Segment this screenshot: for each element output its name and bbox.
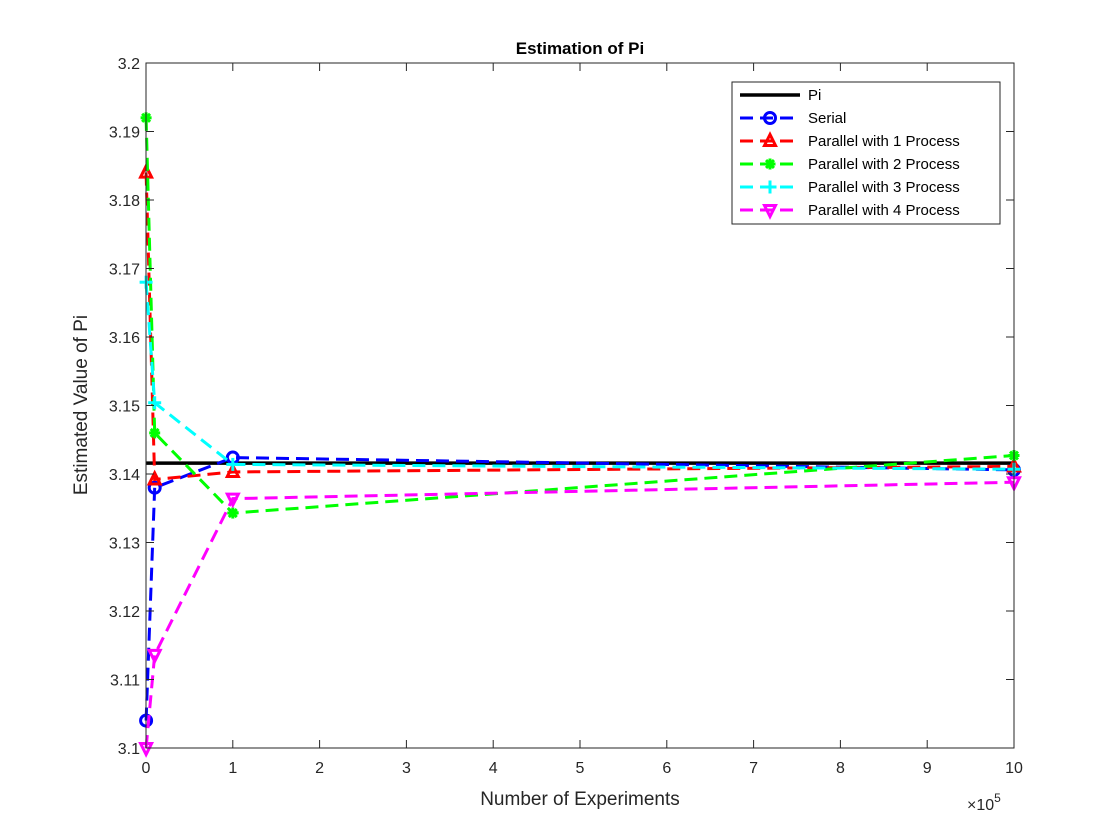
legend-item-pi: Pi bbox=[740, 87, 821, 104]
legend-item-parallel-with-3-process: Parallel with 3 Process bbox=[740, 179, 960, 196]
x-exponent-label: ×105 bbox=[967, 791, 1001, 814]
data-point-parallel-with-2-process bbox=[149, 427, 161, 439]
x-tick-label: 4 bbox=[489, 760, 498, 777]
y-tick-label: 3.2 bbox=[118, 56, 140, 73]
y-tick-label: 3.19 bbox=[109, 125, 140, 142]
series-line-parallel-with-3-process bbox=[144, 282, 1015, 471]
y-tick-label: 3.12 bbox=[109, 604, 140, 621]
x-tick-label: 10 bbox=[1005, 760, 1023, 777]
data-point-parallel-with-3-process bbox=[148, 396, 162, 410]
legend-marker bbox=[763, 180, 777, 194]
x-axis-label: Number of Experiments bbox=[480, 789, 680, 810]
series-line-parallel-with-1-process bbox=[144, 172, 1015, 482]
y-tick-label: 3.17 bbox=[109, 262, 140, 279]
legend-item-parallel-with-1-process: Parallel with 1 Process bbox=[740, 131, 960, 150]
x-tick-label: 1 bbox=[228, 760, 237, 777]
y-tick-label: 3.13 bbox=[109, 536, 140, 553]
y-tick-label: 3.11 bbox=[110, 673, 140, 690]
y-tick-label: 3.15 bbox=[109, 399, 140, 416]
legend-marker bbox=[763, 111, 777, 125]
data-point-parallel-with-4-process bbox=[146, 648, 163, 665]
x-tick-label: 8 bbox=[836, 760, 845, 777]
legend-label: Parallel with 3 Process bbox=[808, 179, 960, 196]
legend-label: Parallel with 4 Process bbox=[808, 202, 960, 219]
y-tick-label: 3.14 bbox=[109, 467, 140, 484]
x-tick-label: 9 bbox=[923, 760, 932, 777]
legend-item-parallel-with-2-process: Parallel with 2 Process bbox=[740, 156, 960, 173]
legend-marker bbox=[762, 131, 778, 147]
y-tick-label: 3.16 bbox=[109, 330, 140, 347]
data-point-parallel-with-4-process bbox=[224, 492, 241, 509]
x-tick-label: 2 bbox=[315, 760, 324, 777]
legend-item-parallel-with-4-process: Parallel with 4 Process bbox=[740, 202, 960, 220]
series-line-parallel-with-2-process bbox=[144, 117, 1015, 515]
x-tick-label: 5 bbox=[576, 760, 585, 777]
legend-box bbox=[731, 81, 1001, 225]
chart-title: Estimation of Pi bbox=[516, 39, 644, 58]
data-point-parallel-with-1-process bbox=[224, 462, 241, 478]
legend-label: Parallel with 1 Process bbox=[808, 133, 960, 150]
data-point-parallel-with-3-process bbox=[226, 457, 240, 471]
data-point-serial bbox=[147, 480, 162, 495]
tick-layer: 0 1 2 3 4 5 6 7 8 9 10 3.1 3.11 3.12 3.13 3.14 3.15 3.16 3… bbox=[109, 56, 1023, 777]
x-tick-label: 6 bbox=[662, 760, 671, 777]
legend-label: Parallel with 2 Process bbox=[808, 156, 960, 173]
series-line-serial bbox=[144, 456, 1015, 721]
legend-item-serial: Serial bbox=[740, 110, 846, 127]
legend: Pi Serial Parallel with 1 Process Parallel … bbox=[731, 81, 1001, 225]
legend-label: Pi bbox=[808, 87, 821, 104]
y-tick-label: 3.18 bbox=[109, 193, 140, 210]
y-axis-label: Estimated Value of Pi bbox=[71, 315, 92, 495]
legend-label: Serial bbox=[808, 110, 846, 127]
y-tick-label: 3.1 bbox=[118, 741, 140, 758]
x-exponent-base: ×10 bbox=[967, 797, 994, 814]
data-point-parallel-with-1-process bbox=[146, 469, 163, 486]
x-exponent-power: 5 bbox=[994, 791, 1001, 805]
x-tick-label: 7 bbox=[749, 760, 758, 777]
series-line-parallel-with-4-process bbox=[144, 480, 1015, 749]
legend-marker bbox=[762, 204, 778, 220]
data-point-parallel-with-2-process bbox=[227, 507, 239, 519]
legend-marker bbox=[764, 158, 776, 170]
x-tick-label: 3 bbox=[402, 760, 411, 777]
x-tick-label: 0 bbox=[142, 760, 151, 777]
